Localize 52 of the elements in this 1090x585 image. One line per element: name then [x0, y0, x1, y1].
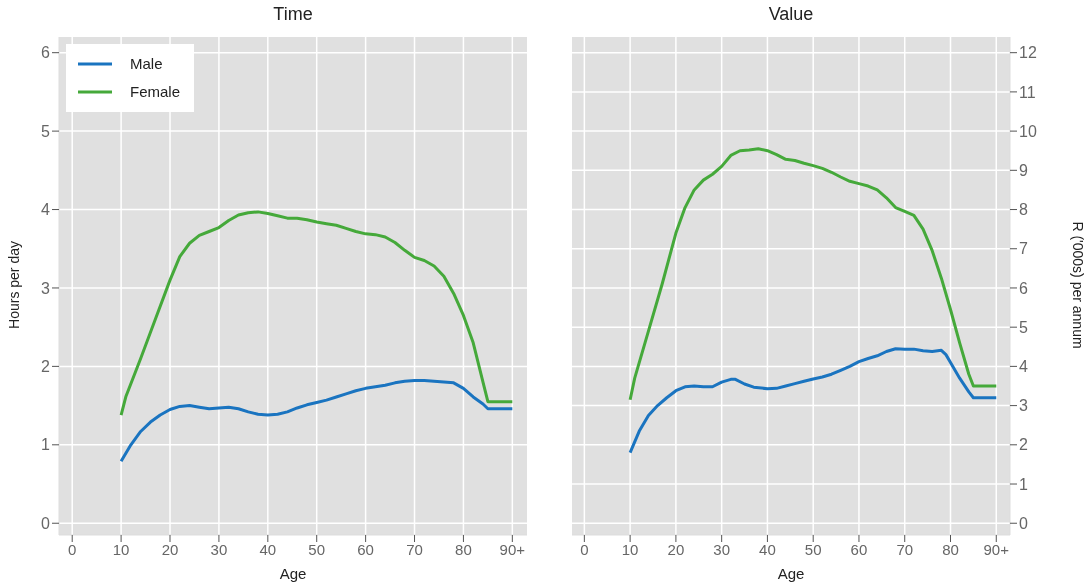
y-tick-label: 6 [41, 44, 51, 62]
x-tick-label: 80 [455, 540, 472, 558]
y2-tick-label: 12 [1019, 44, 1037, 62]
y2-tick-label: 6 [1019, 279, 1028, 297]
y2-tick-label: 1 [1019, 475, 1028, 493]
y2-tick-label: 8 [1019, 201, 1028, 219]
y-tick-label: 5 [41, 122, 51, 140]
x-tick-label: 10 [112, 540, 130, 558]
x-tick-label: 20 [667, 540, 685, 558]
x-tick-label: 0 [580, 540, 589, 558]
y-tick-label: 3 [41, 279, 51, 297]
y-axis-title: Hours per day [6, 241, 22, 329]
y-tick-label: 1 [41, 436, 51, 454]
y2-tick-label: 5 [1019, 318, 1028, 336]
y2-tick-label: 11 [1019, 83, 1036, 101]
line-series [119, 210, 514, 417]
y2-axis-title: R ('000s) per annum [1070, 221, 1086, 349]
x-tick-label: 50 [804, 540, 822, 558]
x-tick-label: 30 [713, 540, 731, 558]
x-tick-label: 50 [308, 540, 326, 558]
y2-tick-label: 0 [1019, 514, 1028, 532]
x-axis-title: Age [279, 565, 307, 582]
x-tick-label: 30 [210, 540, 228, 558]
x-tick-label: 40 [759, 540, 776, 558]
x-tick-label: 80 [942, 540, 959, 558]
y2-tick-label: 2 [1019, 436, 1028, 454]
y2-tick-label: 7 [1019, 240, 1028, 258]
x-tick-label: 60 [357, 540, 374, 558]
y-tick-label: 0 [41, 514, 51, 532]
x-axis-title: Age [777, 565, 805, 582]
line-series [628, 147, 998, 402]
line-series [119, 379, 514, 463]
legend-label: Male [130, 54, 163, 74]
y2-tick-label: 9 [1019, 162, 1028, 179]
x-tick-label: 0 [68, 540, 77, 558]
chart-title: Time [272, 4, 314, 25]
y2-tick-label: 4 [1019, 358, 1028, 376]
x-tick-label: 90+ [499, 540, 526, 558]
y2-tick-label: 3 [1019, 397, 1028, 415]
y-tick-label: 2 [41, 358, 51, 376]
x-tick-label: 40 [259, 540, 277, 558]
y-tick-label: 4 [41, 201, 51, 219]
legend-label: Female [130, 82, 181, 102]
x-tick-label: 70 [406, 540, 423, 558]
x-tick-label: 60 [850, 540, 868, 558]
y2-tick-label: 10 [1019, 122, 1037, 140]
x-tick-label: 10 [621, 540, 639, 558]
x-tick-label: 90+ [983, 540, 1010, 558]
x-tick-label: 70 [896, 540, 914, 558]
line-series [628, 347, 998, 455]
chart-title: Value [767, 4, 815, 25]
x-tick-label: 20 [161, 540, 179, 558]
